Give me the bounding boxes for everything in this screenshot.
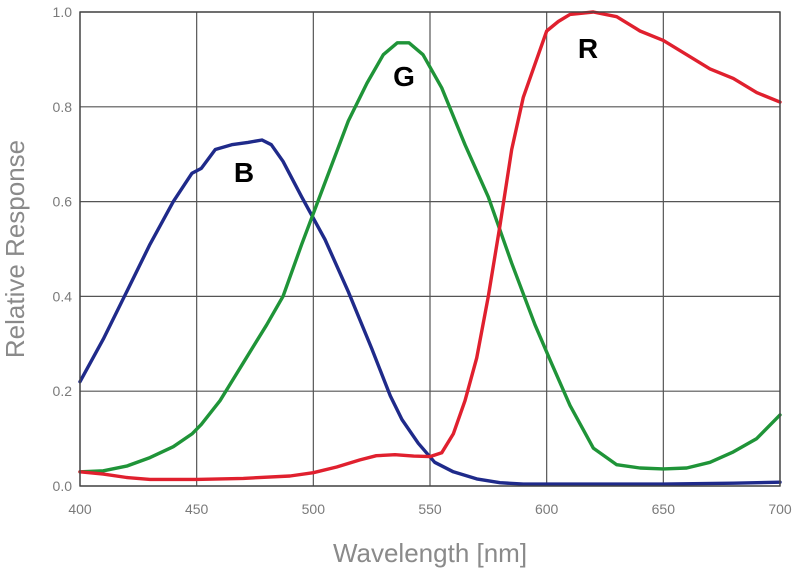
x-tick-label: 600 — [535, 501, 559, 517]
series-group — [78, 10, 782, 486]
y-tick-label: 0.6 — [53, 194, 73, 210]
y-axis-label: Relative Response — [0, 140, 30, 358]
plot-frame — [79, 11, 781, 487]
x-tick-label: 400 — [68, 501, 92, 517]
series-line-g — [78, 41, 782, 474]
y-tick-label: 0.4 — [53, 288, 73, 304]
x-tick-label: 500 — [302, 501, 326, 517]
x-tick-labels: 400 450 500 550 600 650 700 — [68, 501, 792, 517]
x-tick-label: 550 — [418, 501, 442, 517]
series-label-r: R — [578, 33, 598, 64]
y-tick-labels: 0.0 0.2 0.4 0.6 0.8 1.0 — [53, 4, 73, 494]
x-axis-label: Wavelength [nm] — [333, 538, 527, 568]
x-tick-label: 700 — [768, 501, 792, 517]
y-tick-label: 1.0 — [53, 4, 73, 20]
gridlines — [79, 11, 781, 487]
y-tick-label: 0.2 — [53, 383, 73, 399]
x-tick-label: 650 — [652, 501, 676, 517]
x-tick-label: 450 — [185, 501, 209, 517]
series-label-b: B — [234, 157, 254, 188]
series-line-r — [78, 10, 782, 482]
series-line-b — [78, 138, 782, 486]
y-tick-label: 0.8 — [53, 99, 73, 115]
series-labels: B G R — [234, 33, 598, 188]
y-tick-label: 0.0 — [53, 478, 73, 494]
series-label-g: G — [393, 61, 415, 92]
